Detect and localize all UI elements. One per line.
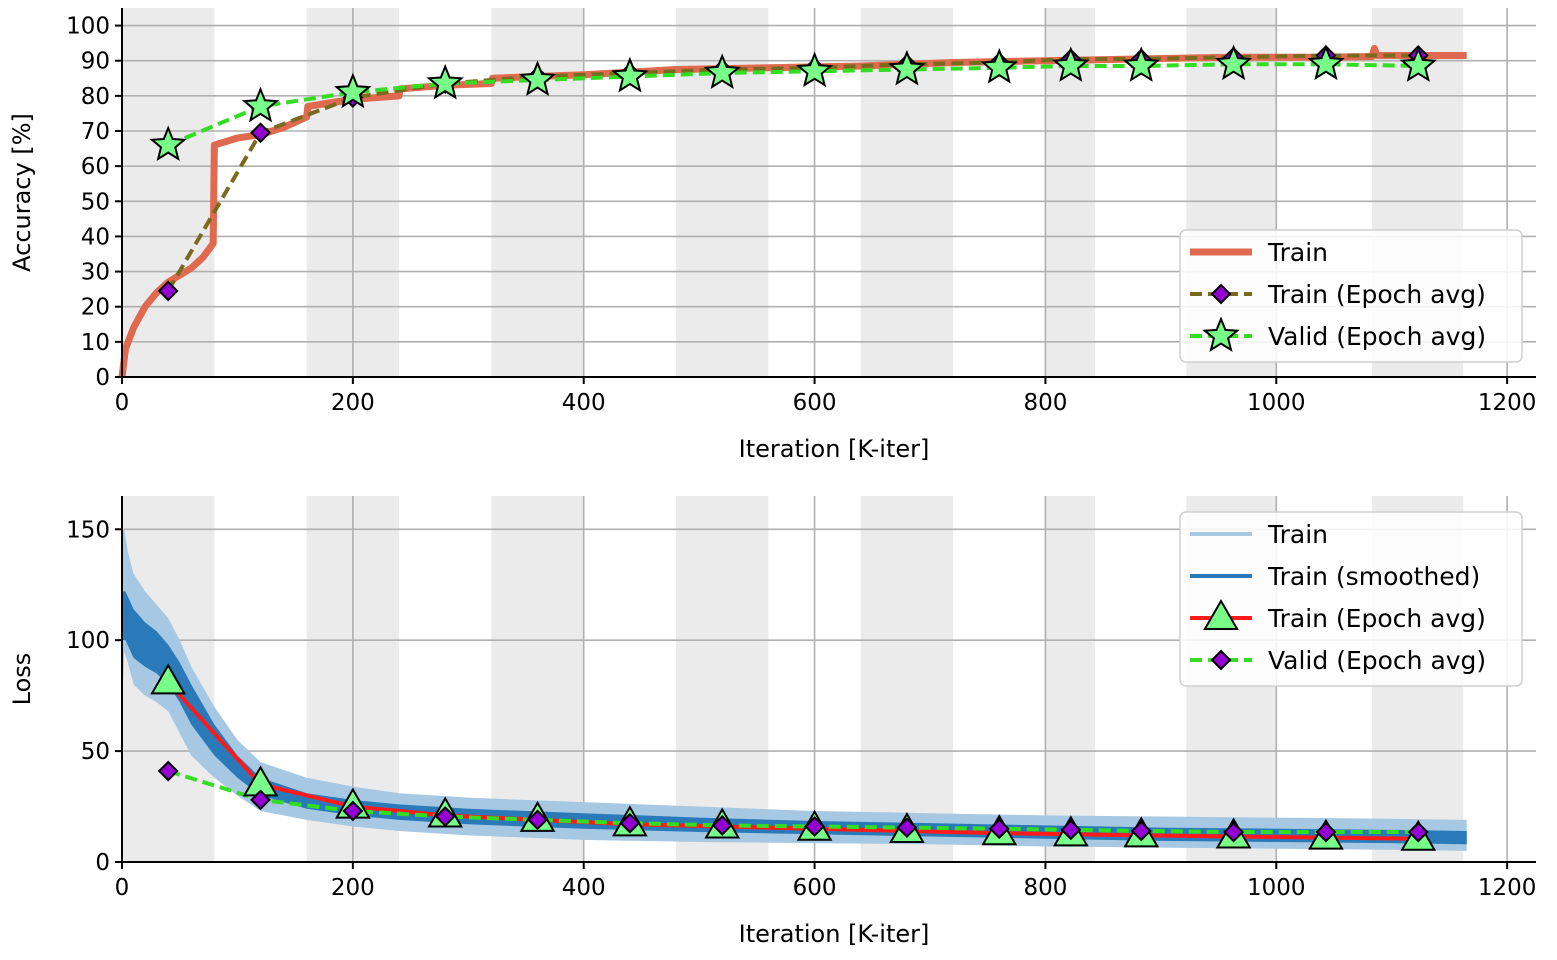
x-axis-title: Iteration [K-iter]	[739, 435, 930, 463]
y-tick-label: 70	[81, 119, 110, 145]
epoch-band	[676, 496, 769, 862]
point-marker	[250, 122, 271, 144]
epoch-band	[1045, 496, 1096, 862]
x-tick-label: 1000	[1247, 390, 1306, 416]
y-tick-label: 60	[81, 154, 110, 180]
point-marker	[250, 789, 271, 811]
legend-marker	[1202, 316, 1240, 352]
x-tick-label: 200	[331, 390, 375, 416]
point-marker	[611, 56, 649, 93]
point-marker	[795, 51, 834, 88]
loss-chart: 0 200 400 600 800 1000 1200 0 50 100 150 Iteration …	[8, 496, 1536, 948]
legend-marker	[1203, 598, 1239, 631]
legend-box	[1179, 511, 1523, 687]
point-marker	[342, 800, 364, 822]
y-tick-label: 0	[95, 365, 110, 391]
x-tick-label: 200	[331, 875, 375, 901]
x-tick-label: 600	[793, 390, 837, 416]
y-tick-label: 0	[95, 850, 110, 876]
point-marker	[1223, 821, 1244, 843]
point-marker	[1130, 820, 1152, 842]
point-marker	[1307, 44, 1345, 81]
point-marker	[149, 125, 187, 161]
series-band	[122, 529, 1467, 851]
x-tick-label: 1200	[1478, 390, 1537, 416]
point-marker	[150, 663, 187, 695]
point-marker	[157, 760, 179, 782]
point-marker	[1052, 46, 1090, 82]
point-marker	[434, 806, 456, 827]
point-marker	[527, 809, 548, 831]
y-tick-label: 90	[81, 49, 110, 75]
x-tick-label: 0	[115, 875, 130, 901]
point-marker	[1315, 821, 1337, 843]
point-marker	[157, 280, 179, 302]
y-tick-label: 10	[81, 330, 110, 356]
legend-label: Valid (Epoch avg)	[1268, 646, 1486, 675]
legend-label: Train	[1267, 238, 1328, 267]
y-tick-label: 50	[81, 739, 110, 765]
point-marker	[1407, 821, 1429, 843]
y-tick-label: 50	[81, 189, 110, 215]
y-axis-title: Accuracy [%]	[8, 113, 36, 272]
point-marker	[241, 86, 280, 123]
x-tick-label: 1200	[1478, 875, 1537, 901]
x-axis-title: Iteration [K-iter]	[739, 920, 930, 948]
y-tick-label: 40	[81, 224, 110, 250]
x-tick-label: 800	[1023, 390, 1067, 416]
y-tick-label: 30	[81, 260, 110, 286]
point-marker	[804, 816, 825, 837]
point-marker	[518, 60, 557, 96]
legend-label: Train (smoothed)	[1267, 562, 1480, 591]
point-marker	[896, 817, 918, 839]
epoch-band	[860, 496, 954, 862]
legend-label: Train (Epoch avg)	[1267, 604, 1486, 633]
legend-box	[1179, 229, 1523, 363]
x-tick-label: 600	[793, 875, 837, 901]
point-marker	[334, 72, 372, 109]
x-tick-label: 800	[1023, 875, 1067, 901]
point-marker	[426, 63, 464, 100]
legend-marker	[1210, 649, 1232, 671]
x-tick-label: 400	[562, 875, 606, 901]
legend-marker	[1210, 283, 1232, 305]
point-marker	[1122, 46, 1160, 82]
accuracy-chart: 0 200 400 600 800 1000 1200 0 10 20 30 40 50 60 70 80 90…	[8, 8, 1536, 463]
y-tick-label: 150	[66, 517, 110, 543]
point-marker	[1214, 44, 1253, 81]
point-marker	[619, 812, 641, 834]
legend-label: Valid (Epoch avg)	[1268, 322, 1486, 351]
y-axis-title: Loss	[8, 653, 36, 706]
legend-label: Train (Epoch avg)	[1267, 280, 1486, 309]
x-tick-label: 400	[562, 390, 606, 416]
point-marker	[703, 53, 741, 89]
point-marker	[1060, 819, 1082, 841]
legend-label: Train	[1267, 520, 1328, 549]
point-marker	[888, 49, 926, 86]
y-tick-label: 80	[81, 84, 110, 110]
y-tick-label: 100	[66, 628, 110, 654]
y-tick-label: 100	[66, 14, 110, 40]
y-tick-label: 20	[81, 295, 110, 321]
point-marker	[988, 818, 1010, 840]
x-tick-label: 0	[115, 390, 130, 416]
point-marker	[980, 48, 1018, 84]
x-tick-label: 1000	[1247, 875, 1306, 901]
point-marker	[1399, 46, 1437, 82]
point-marker	[711, 814, 733, 836]
